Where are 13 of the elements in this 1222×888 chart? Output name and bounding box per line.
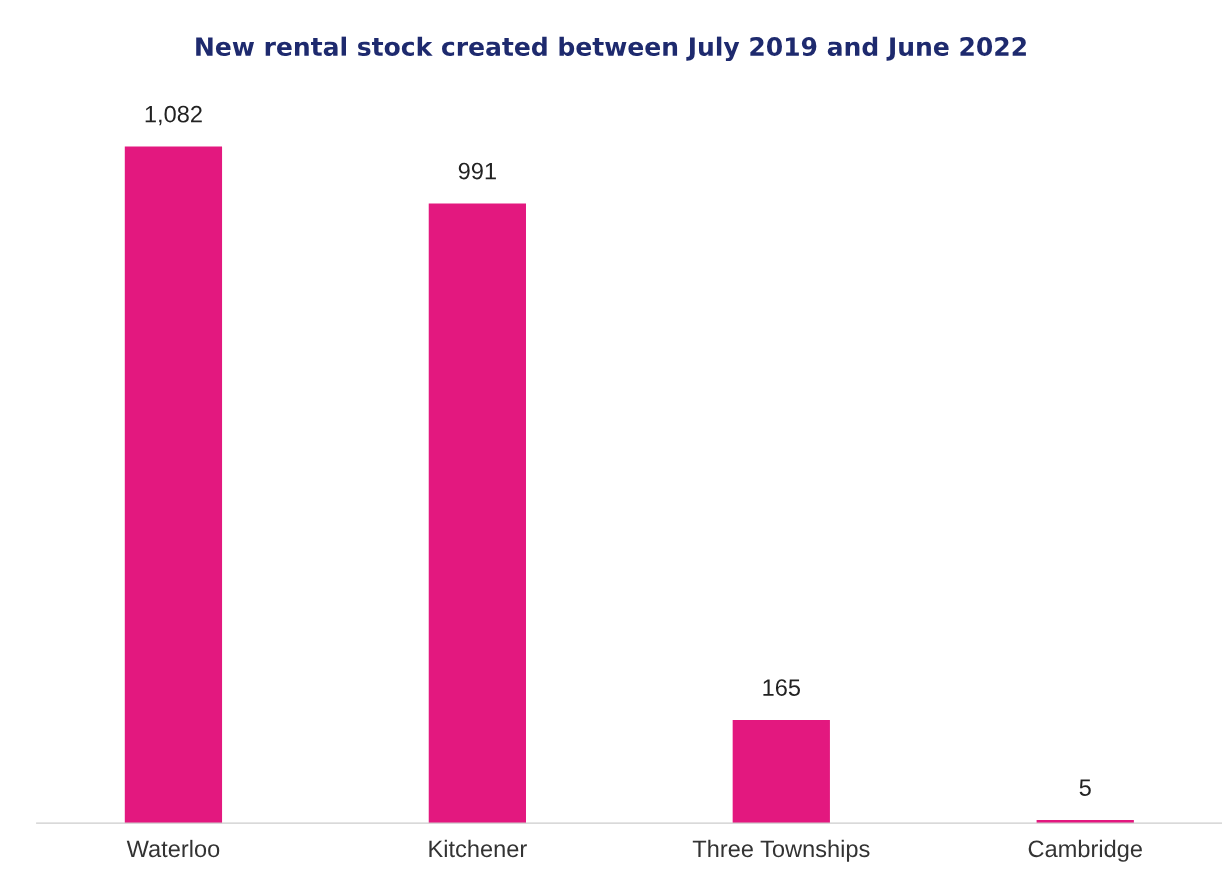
bar	[124, 146, 223, 824]
data-label: 165	[763, 679, 801, 696]
x-tick-label: Waterloo	[126, 839, 220, 858]
data-label: 991	[458, 162, 496, 180]
data-label: 1,082	[145, 105, 202, 126]
bar	[732, 720, 830, 824]
x-tick-label: Three Townships	[692, 839, 870, 862]
x-tick-label: Cambridge	[1028, 839, 1142, 862]
data-label: 5	[1079, 779, 1091, 796]
chart-title: New rental stock created between July 2019 and June 2022	[196, 36, 1026, 62]
bar	[1036, 820, 1134, 824]
x-tick-label: Kitchener	[429, 839, 527, 858]
bar	[428, 203, 526, 824]
